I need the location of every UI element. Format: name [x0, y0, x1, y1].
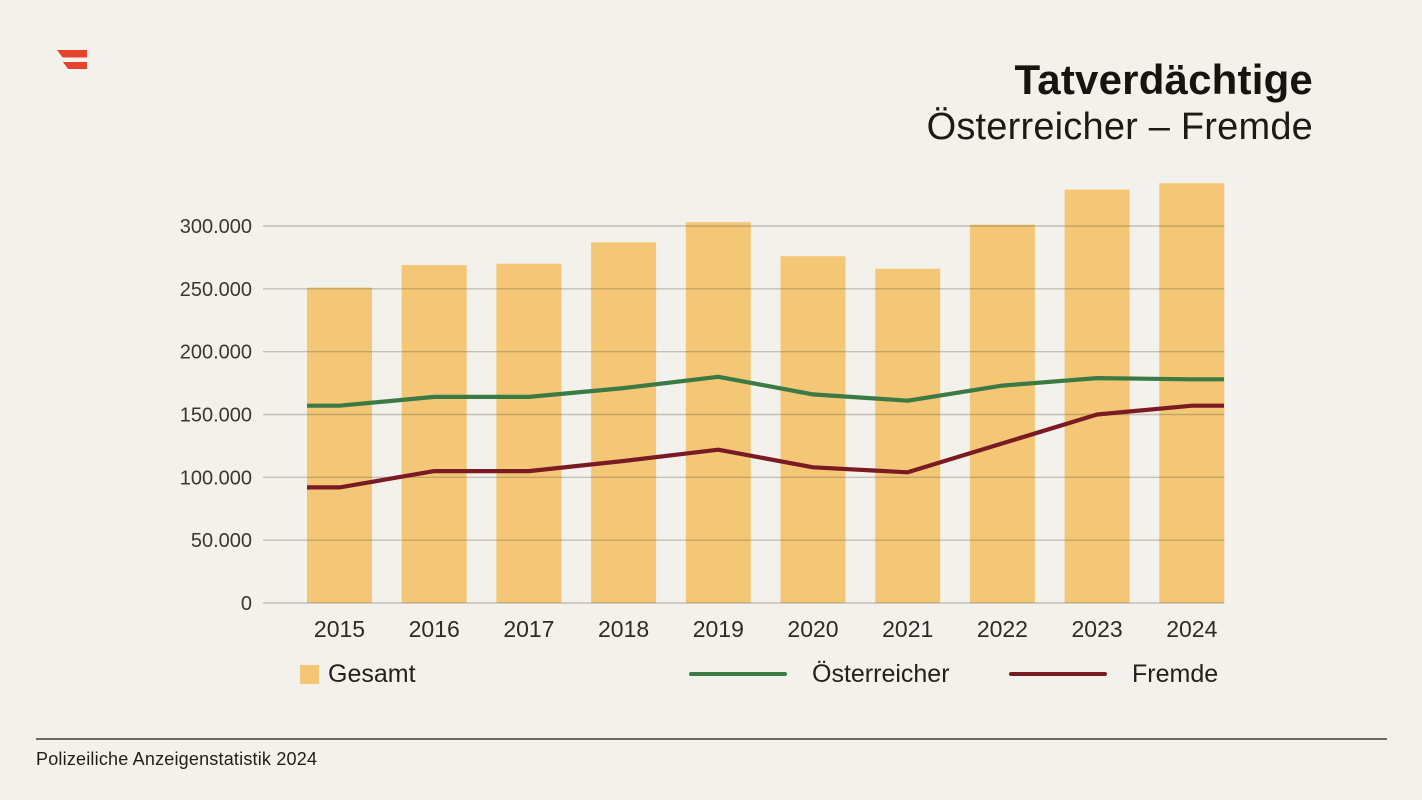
bar-2021 [875, 268, 941, 603]
austria-flag-logo [57, 50, 87, 69]
legend-swatch-oesterreicher [689, 671, 787, 677]
legend-item-gesamt: Gesamt [300, 659, 416, 688]
bar-2019 [685, 222, 751, 603]
gridlines [263, 225, 1224, 604]
bar-series-gesamt [307, 183, 1225, 604]
x-tick-label-2024: 2024 [1166, 616, 1217, 642]
bar-2017 [496, 263, 562, 603]
legend-item-oesterreicher: Österreicher [689, 659, 950, 688]
x-axis-labels: 2015 2016 2017 2018 2019 2020 2021 2022 2023 2024 [314, 616, 1218, 642]
line-series [307, 374, 1224, 490]
legend-label-oesterreicher: Österreicher [812, 659, 950, 688]
y-tick-label: 300.000 [180, 216, 252, 238]
header: Tatverdächtige Österreicher – Fremde [927, 56, 1313, 150]
bar-2018 [591, 242, 657, 604]
x-tick-label-2022: 2022 [977, 616, 1028, 642]
x-tick-label-2023: 2023 [1072, 616, 1123, 642]
bar-2023 [1064, 189, 1130, 603]
line-österreicher [307, 374, 1224, 408]
source-note: Polizeiliche Anzeigenstatistik 2024 [36, 749, 318, 769]
bar-2016 [401, 265, 467, 603]
y-tick-label: 0 [241, 593, 252, 615]
legend-swatch-gesamt [300, 664, 319, 684]
bar-2022 [969, 224, 1035, 603]
legend-label-gesamt: Gesamt [328, 659, 416, 688]
bar-2015 [307, 287, 372, 603]
y-tick-label: 50.000 [191, 530, 252, 552]
x-tick-label-2021: 2021 [882, 616, 933, 642]
y-tick-label: 200.000 [180, 342, 252, 364]
page-subtitle: Österreicher – Fremde [926, 106, 1313, 148]
flag-bar-bottom [62, 61, 87, 69]
x-tick-label-2017: 2017 [503, 616, 554, 642]
y-tick-label: 100.000 [180, 467, 252, 489]
legend-item-fremde: Fremde [1009, 659, 1219, 688]
y-tick-label: 250.000 [180, 279, 252, 301]
y-tick-label: 150.000 [180, 405, 252, 427]
legend-swatch-fremde [1009, 671, 1107, 677]
bar-2024 [1159, 183, 1225, 604]
x-tick-label-2020: 2020 [787, 616, 838, 642]
x-tick-label-2016: 2016 [409, 616, 460, 642]
x-tick-label-2019: 2019 [693, 616, 744, 642]
legend-label-fremde: Fremde [1132, 659, 1219, 688]
footer-divider [36, 738, 1387, 740]
x-tick-label-2015: 2015 [314, 616, 365, 642]
x-tick-label-2018: 2018 [598, 616, 649, 642]
page-title: Tatverdächtige [1014, 56, 1313, 103]
bar-2020 [780, 256, 846, 603]
line-fremde [307, 403, 1224, 490]
y-axis-labels: 0 50.000 100.000 150.000 200.000 250.000 300.0… [180, 216, 252, 615]
flag-bar-top [57, 50, 87, 58]
